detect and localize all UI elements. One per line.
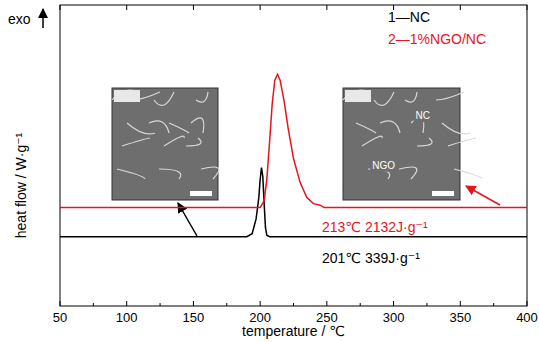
x-tick-top [60,5,61,10]
inset-scale-bar [432,191,454,196]
x-minor-tick [426,303,427,306]
plot-frame [60,5,527,306]
inset-image [343,88,460,200]
x-minor-tick [226,303,227,306]
inset-sample [114,90,140,102]
x-tick-label: 150 [183,310,205,325]
legend-entry: 1—NC [388,9,430,25]
x-axis-title: temperature / ℃ [242,323,345,339]
x-tick-top [126,5,127,10]
inset-label-ground [414,110,432,122]
x-tick [126,301,127,306]
peak-annotation: 201℃ 339J·g⁻¹ [322,250,420,266]
x-tick-top [260,5,261,10]
sem-inset [112,88,219,200]
inset-label: NC [416,110,430,121]
x-minor-tick [360,303,361,306]
x-tick-label: 50 [53,310,67,325]
curves [60,74,527,237]
x-tick-top [527,5,528,10]
legend-entry: 2—1%NGO/NC [388,31,486,47]
x-tick [527,301,528,306]
x-tick [193,301,194,306]
x-minor-tick [493,303,494,306]
x-tick [460,301,461,306]
x-minor-tick [160,303,161,306]
dsc-curve [60,168,527,237]
inset-texture [112,90,219,179]
dsc-curve [60,74,527,207]
x-minor-tick [293,303,294,306]
x-tick-top [326,5,327,10]
x-tick-label: 100 [116,310,138,325]
x-tick-label: 400 [516,310,538,325]
inset-label: NGO [372,160,395,171]
x-tick-label: 350 [449,310,471,325]
x-minor-tick [93,303,94,306]
chart: 50100150200250300350400temperature / ℃he… [0,0,539,342]
annotation-ground [320,250,422,266]
inset-texture [343,90,482,179]
x-tick [260,301,261,306]
sem-inset: NC NGO [343,88,482,200]
annotation-ground [320,219,430,235]
x-tick-top [460,5,461,10]
x-tick-label: 300 [383,310,405,325]
y-axis-title: heat flow / W·g⁻¹ [13,132,29,238]
inset-scale-bar [190,191,212,196]
x-tick [393,301,394,306]
x-tick [60,301,61,306]
inset-image [112,88,218,200]
x-tick-top [193,5,194,10]
inset-arrow [466,186,500,205]
x-tick [326,301,327,306]
inset-label-ground [370,160,395,172]
peak-annotation: 213℃ 2132J·g⁻¹ [322,219,428,235]
exo-arrow [42,9,44,28]
exo-label: exo [8,11,31,27]
inset-sample [345,90,371,102]
